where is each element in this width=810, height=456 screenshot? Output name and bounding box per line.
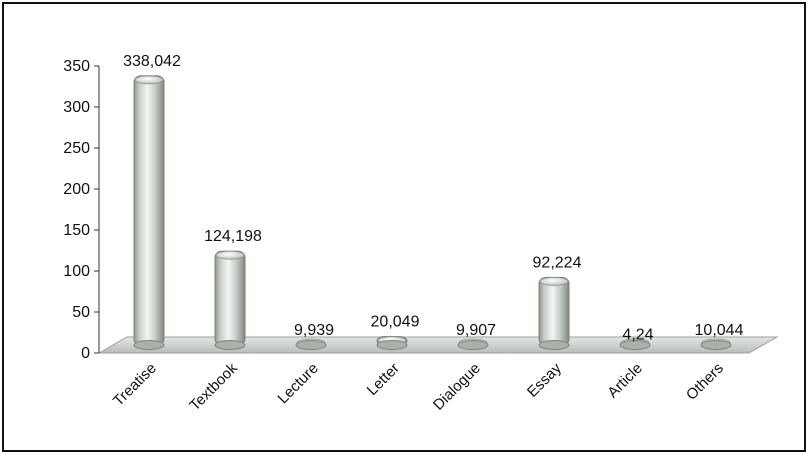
bar — [295, 338, 327, 350]
y-tick-label: 200 — [63, 181, 90, 198]
bar-cap — [134, 75, 164, 85]
bar — [133, 75, 165, 350]
bar-cap — [215, 250, 245, 260]
bar-body — [133, 75, 165, 346]
data-label: 9,939 — [294, 322, 334, 339]
category-label: Article — [604, 360, 645, 401]
data-label: 10,044 — [695, 322, 744, 339]
bar-base — [619, 340, 651, 350]
data-label: 338,042 — [123, 53, 181, 70]
data-label: 20,049 — [371, 314, 420, 331]
bar — [214, 250, 246, 350]
y-tick-label: 150 — [63, 222, 90, 239]
bar-base — [295, 340, 327, 350]
category-label: Dialogue — [430, 360, 484, 414]
y-tick-label: 0 — [81, 345, 90, 362]
bar-base — [538, 340, 570, 350]
y-tick-label: 350 — [63, 58, 90, 75]
data-label: 4,24 — [622, 327, 653, 344]
bar — [700, 338, 732, 350]
bar — [538, 276, 570, 350]
chart-floor — [97, 336, 779, 354]
bar-base — [457, 340, 489, 350]
category-label: Letter — [364, 360, 403, 399]
bar — [619, 338, 651, 350]
data-label: 9,907 — [456, 322, 496, 339]
y-tick-label: 100 — [63, 263, 90, 280]
bar-body — [214, 250, 246, 346]
category-label: Others — [683, 360, 727, 404]
bar — [376, 336, 408, 350]
category-label: Treatise — [110, 360, 160, 410]
bar — [457, 338, 489, 350]
chart-frame: 0 50 100 150 200 250 300 350 338,042 Treatise 124… — [2, 2, 806, 452]
bar-base — [700, 340, 732, 350]
bar-base — [214, 340, 246, 350]
category-label: Lecture — [274, 360, 321, 407]
y-tick-label: 250 — [63, 140, 90, 157]
data-label: 124,198 — [204, 228, 262, 245]
y-tick-label: 50 — [72, 304, 90, 321]
y-tick-label: 300 — [63, 99, 90, 116]
bar-base — [376, 340, 408, 350]
category-label: Essay — [524, 359, 565, 400]
bar-chart: 0 50 100 150 200 250 300 350 338,042 Treatise 124… — [63, 53, 779, 414]
data-label: 92,224 — [533, 254, 582, 271]
bar-body — [538, 276, 570, 346]
category-label: Textbook — [186, 359, 241, 414]
bar-base — [133, 340, 165, 350]
bar-cap — [539, 276, 569, 286]
